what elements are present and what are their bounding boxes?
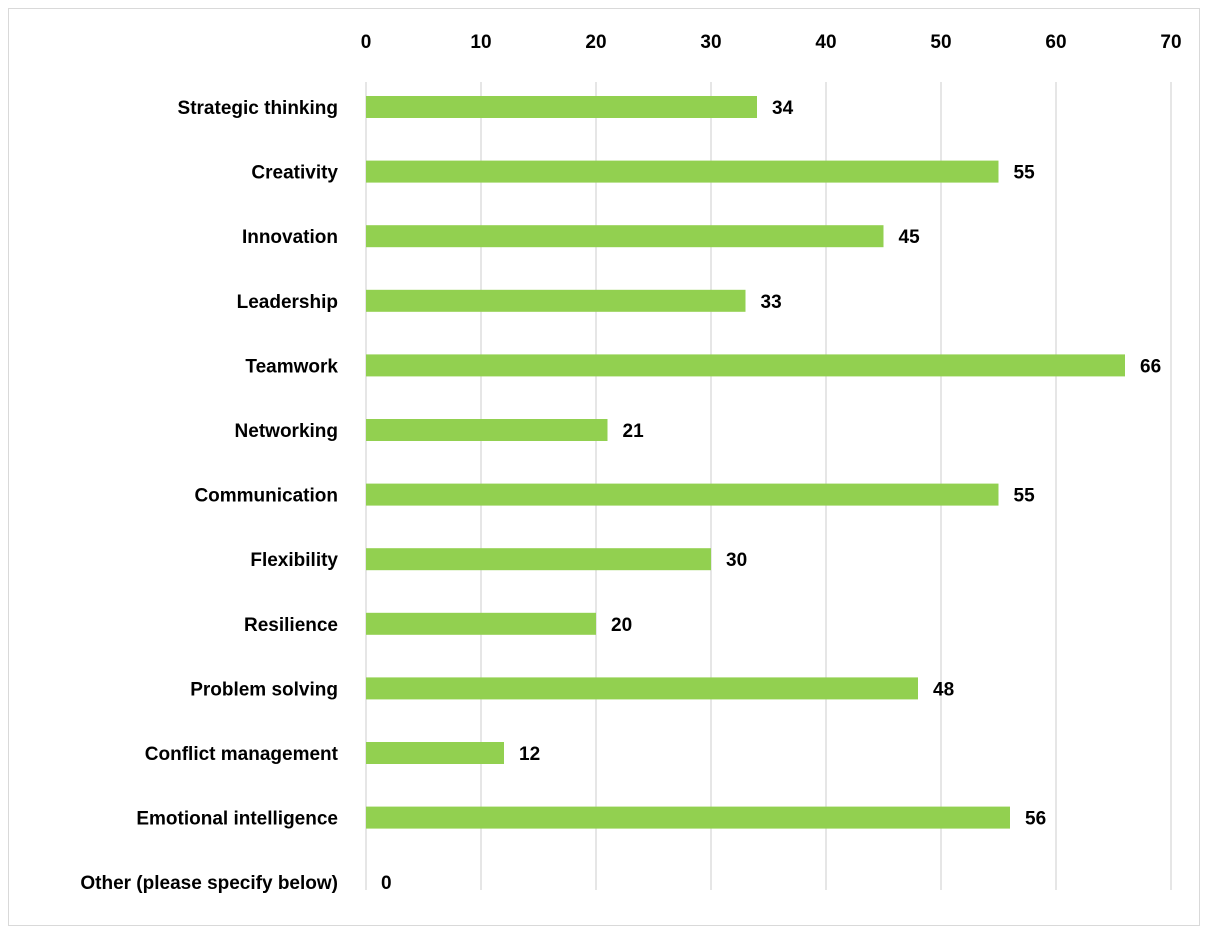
- data-label: 0: [381, 873, 392, 894]
- data-label: 30: [726, 550, 747, 571]
- bar: [366, 677, 918, 700]
- category-label: Flexibility: [250, 550, 338, 571]
- data-label: 34: [772, 98, 794, 119]
- category-label: Emotional intelligence: [136, 809, 338, 830]
- category-label: Creativity: [251, 163, 338, 184]
- x-tick-label: 20: [585, 32, 606, 53]
- x-tick-label: 10: [470, 32, 491, 53]
- bar: [366, 483, 999, 506]
- bar: [366, 289, 746, 312]
- x-tick-label: 0: [361, 32, 372, 53]
- data-label: 55: [1014, 486, 1036, 507]
- x-tick-label: 70: [1160, 32, 1181, 53]
- category-label: Resilience: [244, 615, 338, 636]
- category-label: Leadership: [237, 292, 338, 313]
- category-labels: Strategic thinking Creativity Innovation Le…: [80, 98, 338, 894]
- category-label: Innovation: [242, 227, 338, 248]
- bar: [366, 612, 596, 635]
- category-label: Strategic thinking: [178, 98, 338, 119]
- category-label: Other (please specify below): [80, 873, 338, 894]
- data-labels: 34 55 45 33 66 21 55 30 20 48 12 56 0: [381, 98, 1161, 894]
- bar: [366, 225, 884, 248]
- data-label: 66: [1140, 356, 1161, 377]
- bar: [366, 96, 757, 118]
- data-label: 56: [1025, 809, 1046, 830]
- bar: [366, 354, 1125, 377]
- category-label: Problem solving: [190, 679, 338, 700]
- data-label: 48: [933, 679, 954, 700]
- bar: [366, 160, 999, 183]
- x-tick-label: 60: [1045, 32, 1066, 53]
- data-label: 20: [611, 615, 632, 636]
- x-tick-label: 40: [815, 32, 836, 53]
- category-label: Communication: [194, 486, 338, 507]
- data-label: 21: [623, 421, 645, 442]
- data-label: 45: [899, 227, 921, 248]
- x-tick-label: 50: [930, 32, 951, 53]
- data-label: 55: [1014, 163, 1036, 184]
- bar: [366, 419, 608, 441]
- category-label: Conflict management: [145, 744, 339, 765]
- bar: [366, 548, 711, 571]
- category-label: Teamwork: [245, 356, 338, 377]
- bars: [366, 96, 1125, 829]
- data-label: 33: [761, 292, 782, 313]
- x-axis-ticks: 0 10 20 30 40 50 60 70: [361, 32, 1182, 53]
- bar: [366, 742, 504, 764]
- x-tick-label: 30: [700, 32, 721, 53]
- bar: [366, 806, 1010, 829]
- data-label: 12: [519, 744, 540, 765]
- category-label: Networking: [235, 421, 338, 442]
